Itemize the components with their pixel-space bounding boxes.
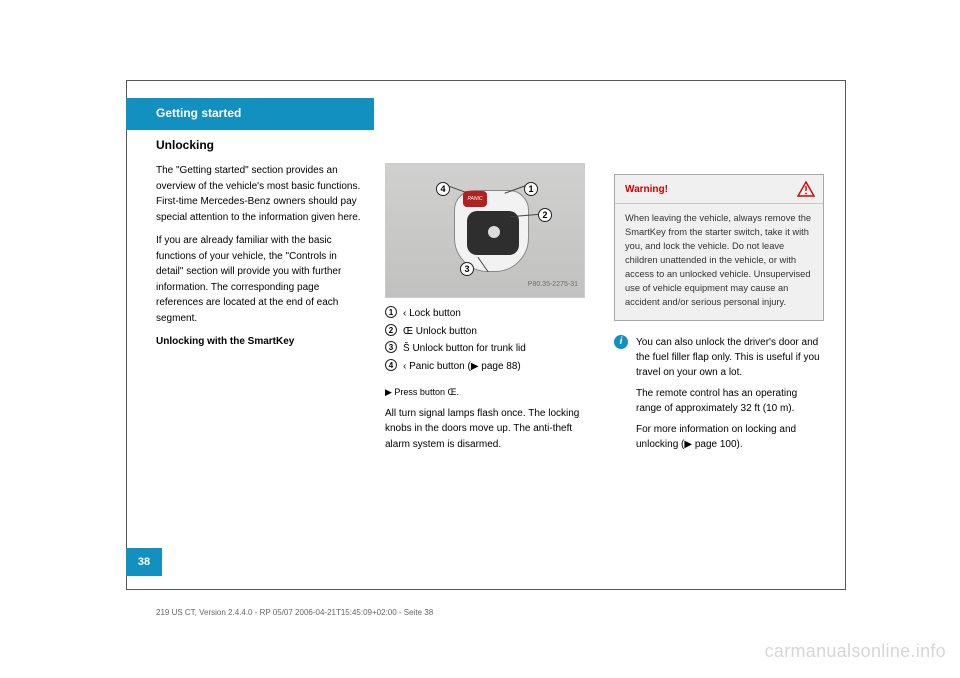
section-band: Getting started	[126, 98, 374, 130]
column-right: Warning! When leaving the vehicle, alway…	[614, 174, 824, 458]
legend-text-1: ‹ Lock button	[403, 306, 590, 322]
image-code: P80.35-2275-31	[528, 280, 578, 291]
callout-1: 1	[524, 182, 538, 196]
page-number: 38	[126, 548, 162, 576]
info-p3: For more information on locking and unlo…	[636, 422, 824, 452]
legend: 1 ‹ Lock button 2 Œ Unlock button 3 Š Unloc…	[385, 306, 590, 374]
column-middle-instructions: ▶ Press button Œ. All turn signal lamps …	[385, 386, 590, 452]
panic-button-shape: PANIC	[463, 191, 487, 207]
key-body-shape: PANIC	[454, 190, 529, 272]
legend-num-1: 1	[385, 306, 397, 318]
subheading-unlocking: Unlocking with the SmartKey	[156, 334, 361, 350]
watermark: carmanualsonline.info	[765, 641, 946, 662]
warning-body: When leaving the vehicle, always remove …	[615, 204, 823, 320]
legend-num-4: 4	[385, 359, 397, 371]
column-middle: PANIC 1 2 3 4 P80.35-2275-31 1 ‹ Lock but…	[385, 163, 590, 458]
callout-4: 4	[436, 182, 450, 196]
info-p1: You can also unlock the driver's door an…	[636, 335, 824, 380]
legend-text-4: ‹ Panic button (▶ page 88)	[403, 359, 590, 375]
footer-code: 219 US CT, Version 2.4.4.0 - RP 05/07 20…	[156, 608, 433, 617]
key-button-cluster	[467, 211, 519, 255]
callout-2: 2	[538, 208, 552, 222]
legend-num-3: 3	[385, 341, 397, 353]
info-note: i You can also unlock the driver's door …	[614, 335, 824, 458]
press-result: All turn signal lamps flash once. The lo…	[385, 406, 590, 453]
legend-num-2: 2	[385, 324, 397, 336]
intro-text: The "Getting started" section provides a…	[156, 163, 361, 225]
legend-text-2: Œ Unlock button	[403, 324, 590, 340]
key-logo	[488, 226, 500, 238]
page-title: Unlocking	[156, 138, 214, 152]
column-left: The "Getting started" section provides a…	[156, 163, 361, 356]
warning-title: Warning!	[625, 182, 668, 197]
info-icon: i	[614, 335, 628, 349]
leader-4	[449, 186, 466, 193]
info-p2: The remote control has an operating rang…	[636, 386, 824, 416]
callout-3: 3	[460, 262, 474, 276]
warning-box: Warning! When leaving the vehicle, alway…	[614, 174, 824, 321]
warning-triangle-icon	[797, 181, 815, 197]
warning-header: Warning!	[615, 175, 823, 204]
smartkey-diagram: PANIC 1 2 3 4 P80.35-2275-31	[385, 163, 585, 298]
legend-text-3: Š Unlock button for trunk lid	[403, 341, 590, 357]
press-instruction: ▶ Press button Œ.	[385, 386, 590, 400]
intro-text-2: If you are already familiar with the bas…	[156, 233, 361, 326]
